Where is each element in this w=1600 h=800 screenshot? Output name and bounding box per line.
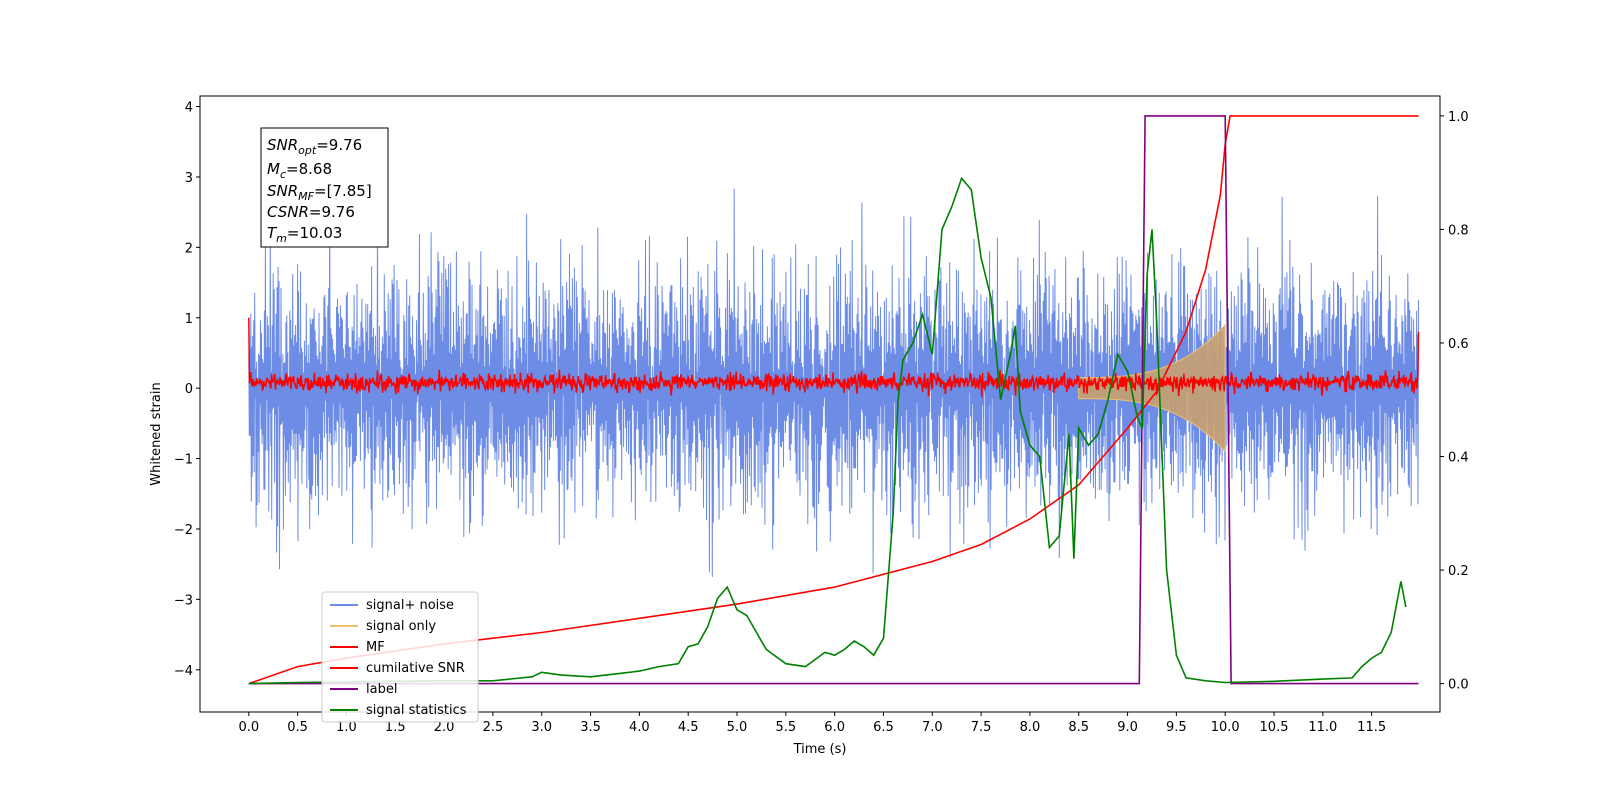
- plot-area: [248, 115, 1420, 685]
- series-mf: [248, 317, 1420, 398]
- x-tick-label: 0.5: [287, 720, 308, 735]
- x-tick-label: 7.0: [922, 720, 943, 735]
- y2-tick-label: 0.2: [1448, 564, 1469, 579]
- info-box: SNRopt=9.76 Mc=8.68 SNRMF=[7.85] CSNR=9.…: [260, 127, 389, 248]
- y-axis-left: 4 3 2 1 0 −1 −2 −3 −4: [174, 101, 200, 679]
- y-tick-label: −4: [174, 664, 193, 679]
- legend-frame: [321, 591, 479, 723]
- x-tick-label: 10.5: [1260, 720, 1289, 735]
- info-mc: Mc=8.68: [267, 160, 332, 181]
- y-tick-label: 2: [185, 241, 193, 256]
- x-tick-label: 3.5: [580, 720, 601, 735]
- x-tick-label: 9.5: [1166, 720, 1187, 735]
- x-tick-label: 8.0: [1020, 720, 1041, 735]
- y-axis-right: 1.0 0.8 0.6 0.4 0.2 0.0: [1440, 110, 1469, 693]
- x-tick-label: 1.0: [336, 720, 357, 735]
- x-tick-label: 8.5: [1068, 720, 1089, 735]
- y-tick-label: 1: [185, 312, 193, 327]
- x-tick-label: 3.0: [531, 720, 552, 735]
- legend-label-signal-noise: signal+ noise: [366, 598, 454, 613]
- y-tick-label: −2: [174, 523, 193, 538]
- x-tick-label: 11.0: [1308, 720, 1337, 735]
- y2-tick-label: 1.0: [1448, 110, 1469, 125]
- x-tick-label: 7.5: [971, 720, 992, 735]
- series-signal-statistics: [248, 176, 1407, 685]
- info-tm: Tm=10.03: [267, 224, 342, 245]
- y-tick-label: 0: [185, 382, 193, 397]
- y-tick-label: 3: [185, 171, 193, 186]
- y2-tick-label: 0.6: [1448, 337, 1469, 352]
- legend-label-signal-statistics: signal statistics: [366, 703, 467, 718]
- y2-tick-label: 0.4: [1448, 451, 1469, 466]
- info-snr-mf: SNRMF=[7.85]: [267, 182, 372, 203]
- axes-frame: [199, 95, 1441, 713]
- info-box-frame: [260, 127, 389, 248]
- legend-label-label: label: [366, 682, 397, 697]
- series-label: [248, 115, 1419, 685]
- y2-tick-label: 0.8: [1448, 223, 1469, 238]
- y2-tick-label: 0.0: [1448, 678, 1469, 693]
- y-axis-label: Whitened strain: [149, 382, 164, 485]
- x-tick-label: 2.5: [483, 720, 504, 735]
- x-tick-label: 5.5: [775, 720, 796, 735]
- legend-label-signal-only: signal only: [366, 619, 436, 634]
- x-tick-label: 11.5: [1357, 720, 1386, 735]
- x-tick-label: 4.0: [629, 720, 650, 735]
- info-snr-opt: SNRopt=9.76: [267, 136, 362, 157]
- x-tick-label: 4.5: [678, 720, 699, 735]
- y-tick-label: 4: [185, 101, 193, 116]
- x-axis: 0.0 0.5 1.0 1.5 2.0 2.5 3.0 3.5 4.0 4.5 5.0 5.5 6.0 6…: [238, 712, 1386, 735]
- legend-label-mf: MF: [366, 640, 385, 655]
- x-tick-label: 5.0: [727, 720, 748, 735]
- x-tick-label: 10.0: [1211, 720, 1240, 735]
- x-tick-label: 2.0: [434, 720, 455, 735]
- legend-label-cumulative-snr: cumilative SNR: [366, 661, 465, 676]
- y-tick-label: −3: [174, 593, 193, 608]
- x-axis-label: Time (s): [793, 742, 847, 757]
- x-tick-label: 9.0: [1117, 720, 1138, 735]
- x-tick-label: 1.5: [385, 720, 406, 735]
- x-tick-label: 6.5: [873, 720, 894, 735]
- y-tick-label: −1: [174, 453, 193, 468]
- legend: signal+ noise signal only MF cumilative …: [321, 591, 479, 723]
- info-csnr: CSNR=9.76: [267, 203, 355, 221]
- x-tick-label: 0.0: [238, 720, 259, 735]
- x-tick-label: 6.0: [824, 720, 845, 735]
